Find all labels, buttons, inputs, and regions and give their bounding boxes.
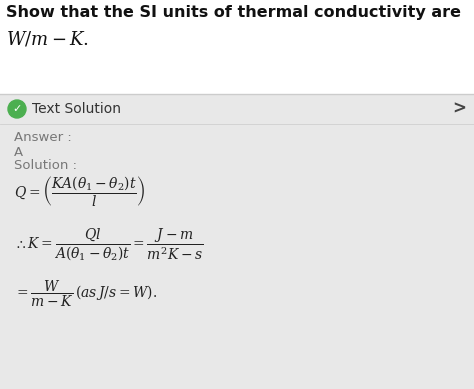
Text: Answer :: Answer : bbox=[14, 131, 72, 144]
Text: $= \dfrac{W}{m - K}\,(as\,J/s = W).$: $= \dfrac{W}{m - K}\,(as\,J/s = W).$ bbox=[14, 279, 157, 309]
Text: ✓: ✓ bbox=[12, 104, 22, 114]
FancyBboxPatch shape bbox=[0, 94, 474, 389]
FancyBboxPatch shape bbox=[0, 0, 474, 94]
Text: $\therefore K = \dfrac{Ql}{A(\theta_1 - \theta_2)t} = \dfrac{J - m}{m^2K - s}$: $\therefore K = \dfrac{Ql}{A(\theta_1 - … bbox=[14, 227, 204, 263]
Text: A: A bbox=[14, 146, 23, 159]
Circle shape bbox=[8, 100, 26, 118]
Text: $W/m - K.$: $W/m - K.$ bbox=[6, 29, 89, 48]
Text: $Q = \left( \dfrac{KA(\theta_1 - \theta_2)t}{l} \right)$: $Q = \left( \dfrac{KA(\theta_1 - \theta_… bbox=[14, 175, 146, 209]
Text: Text Solution: Text Solution bbox=[32, 102, 121, 116]
Text: Show that the SI units of thermal conductivity are: Show that the SI units of thermal conduc… bbox=[6, 5, 461, 20]
Text: >: > bbox=[452, 100, 466, 118]
Text: Solution :: Solution : bbox=[14, 159, 77, 172]
